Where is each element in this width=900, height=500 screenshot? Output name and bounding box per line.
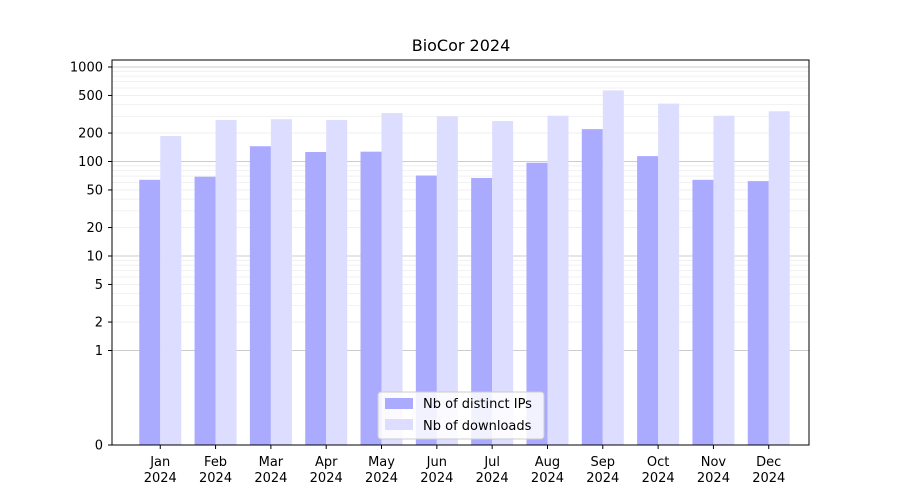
x-tick-label-month: Aug xyxy=(535,455,560,470)
bar-distinct-ips xyxy=(415,175,437,445)
bar-downloads xyxy=(215,119,237,445)
x-tick-label-year: 2024 xyxy=(420,471,453,486)
bar-distinct-ips xyxy=(581,129,603,445)
y-tick-label: 20 xyxy=(86,221,103,236)
x-tick-label-year: 2024 xyxy=(586,471,619,486)
bar-downloads xyxy=(602,90,624,445)
x-tick-label-month: Oct xyxy=(647,455,669,470)
x-tick-label-year: 2024 xyxy=(144,471,177,486)
legend: Nb of distinct IPs Nb of downloads xyxy=(377,391,545,440)
y-tick-label: 0 xyxy=(95,439,103,454)
bar-downloads xyxy=(160,136,182,446)
x-tick-label-year: 2024 xyxy=(476,471,509,486)
y-tick-label: 200 xyxy=(78,127,103,142)
y-axis: 0 1 2 5 10 20 50 100 200 500 1000 xyxy=(70,61,112,454)
y-tick-label: 5 xyxy=(95,278,103,293)
bar-downloads xyxy=(381,113,403,446)
x-tick-label-month: Apr xyxy=(315,455,338,470)
x-tick-label-year: 2024 xyxy=(531,471,564,486)
bar-downloads xyxy=(547,115,569,445)
bar-distinct-ips xyxy=(747,181,769,445)
y-tick-label: 1000 xyxy=(70,61,103,76)
bar-distinct-ips xyxy=(360,151,382,445)
y-tick-label: 10 xyxy=(86,250,103,265)
legend-swatch-ips xyxy=(385,398,413,409)
x-axis: Jan2024Feb2024Mar2024Apr2024May2024Jun20… xyxy=(144,445,785,486)
x-tick-label-month: Feb xyxy=(204,455,227,470)
x-tick-label-month: May xyxy=(368,455,395,470)
bar-downloads xyxy=(658,103,680,446)
y-tick-label: 2 xyxy=(95,316,103,331)
bar-downloads xyxy=(270,119,292,446)
y-tick-label: 500 xyxy=(78,89,103,104)
bar-downloads xyxy=(492,121,514,445)
x-tick-label-month: Dec xyxy=(756,455,781,470)
x-tick-label-month: Jul xyxy=(483,455,500,470)
x-tick-label-month: Nov xyxy=(701,455,727,470)
x-tick-label-month: Mar xyxy=(259,455,284,470)
legend-box xyxy=(377,391,545,440)
bar-distinct-ips xyxy=(692,179,714,446)
x-tick-label-year: 2024 xyxy=(254,471,287,486)
legend-label-ips: Nb of distinct IPs xyxy=(423,397,532,412)
x-tick-label-year: 2024 xyxy=(697,471,730,486)
bar-downloads xyxy=(326,119,348,445)
bar-distinct-ips xyxy=(637,156,659,445)
x-tick-label-month: Jan xyxy=(149,455,170,470)
bar-downloads xyxy=(436,116,458,445)
bar-distinct-ips xyxy=(249,146,271,445)
bar-distinct-ips xyxy=(471,177,493,446)
x-tick-label-year: 2024 xyxy=(642,471,675,486)
x-tick-label-year: 2024 xyxy=(752,471,785,486)
bar-distinct-ips xyxy=(139,179,161,446)
y-tick-label: 1 xyxy=(95,344,103,359)
y-tick-label: 50 xyxy=(86,183,103,198)
legend-swatch-downloads xyxy=(385,419,413,430)
x-tick-label-year: 2024 xyxy=(365,471,398,486)
x-tick-label-month: Jun xyxy=(426,455,447,470)
bar-distinct-ips xyxy=(526,162,548,446)
bar-distinct-ips xyxy=(305,152,327,445)
bar-downloads xyxy=(768,111,790,446)
chart-title: BioCor 2024 xyxy=(412,36,511,55)
bar-downloads xyxy=(713,115,735,445)
x-tick-label-year: 2024 xyxy=(199,471,232,486)
plot-frame xyxy=(111,59,810,446)
y-tick-label: 100 xyxy=(78,155,103,170)
bar-distinct-ips xyxy=(194,176,216,445)
legend-label-downloads: Nb of downloads xyxy=(423,419,532,434)
bars xyxy=(139,90,790,446)
x-tick-label-month: Sep xyxy=(591,455,616,470)
x-tick-label-year: 2024 xyxy=(310,471,343,486)
